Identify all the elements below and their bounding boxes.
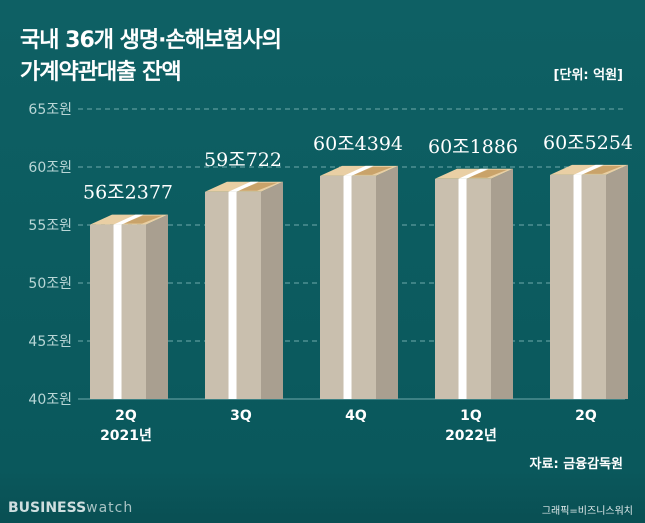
y-tick-label: 45조원 bbox=[28, 334, 72, 350]
bar-side bbox=[261, 181, 283, 399]
x-year-label: 2021년 bbox=[100, 428, 152, 444]
x-tick-label: 4Q bbox=[345, 408, 367, 424]
bar-band-top bbox=[458, 168, 489, 179]
x-tick-label: 1Q bbox=[460, 408, 482, 424]
bar-side bbox=[491, 168, 513, 399]
bar-band bbox=[113, 224, 122, 399]
chart-title-line2: 가계약관대출 잔액 bbox=[20, 60, 182, 85]
bar-top-seal bbox=[467, 169, 508, 178]
bar-side bbox=[146, 214, 168, 399]
bar-top-seal bbox=[352, 166, 393, 175]
bar-top-seal bbox=[582, 165, 623, 174]
bar-band-top bbox=[228, 181, 259, 192]
y-tick-label: 65조원 bbox=[28, 102, 72, 118]
businesswatch-logo: BUSINESSwatch bbox=[8, 500, 133, 516]
chart-title-line1: 국내 36개 생명·손해보험사의 bbox=[20, 28, 282, 53]
x-tick-label: 2Q bbox=[115, 408, 137, 424]
bar-band bbox=[573, 174, 582, 399]
bar-side bbox=[376, 165, 398, 399]
data-label: 59조722 bbox=[204, 149, 282, 171]
bar-band-top bbox=[343, 165, 374, 176]
data-label: 60조4394 bbox=[313, 133, 403, 155]
bar-chart: 40조원 45조원 50조원 55조원 60조원 65조원 56조2377 2Q 2021년 59… bbox=[28, 102, 633, 444]
bar-band-top bbox=[113, 214, 144, 225]
source-label: 자료: 금융감독원 bbox=[529, 457, 623, 472]
y-tick-label: 55조원 bbox=[28, 218, 72, 234]
data-label: 56조2377 bbox=[83, 182, 173, 204]
x-year-label: 2022년 bbox=[445, 428, 497, 444]
data-label: 60조5254 bbox=[543, 132, 633, 154]
y-tick-label: 50조원 bbox=[28, 276, 72, 292]
bar-band bbox=[458, 178, 467, 399]
x-tick-label: 3Q bbox=[230, 408, 252, 424]
logo-bold: BUSINESS bbox=[8, 500, 87, 516]
bar-side bbox=[606, 164, 628, 399]
bar-band-top bbox=[573, 164, 604, 175]
bar-band bbox=[228, 191, 237, 399]
graphic-credit: 그래픽=비즈니스워치 bbox=[541, 506, 633, 517]
x-tick-label: 2Q bbox=[575, 408, 597, 424]
y-tick-label: 40조원 bbox=[28, 392, 72, 408]
data-label: 60조1886 bbox=[428, 136, 518, 158]
logo-light: watch bbox=[86, 500, 134, 516]
bar-top-seal bbox=[237, 182, 278, 191]
y-tick-label: 60조원 bbox=[28, 160, 72, 176]
bar-band bbox=[343, 175, 352, 399]
bar-top-seal bbox=[122, 215, 163, 224]
unit-label: [단위: 억원] bbox=[553, 68, 623, 83]
